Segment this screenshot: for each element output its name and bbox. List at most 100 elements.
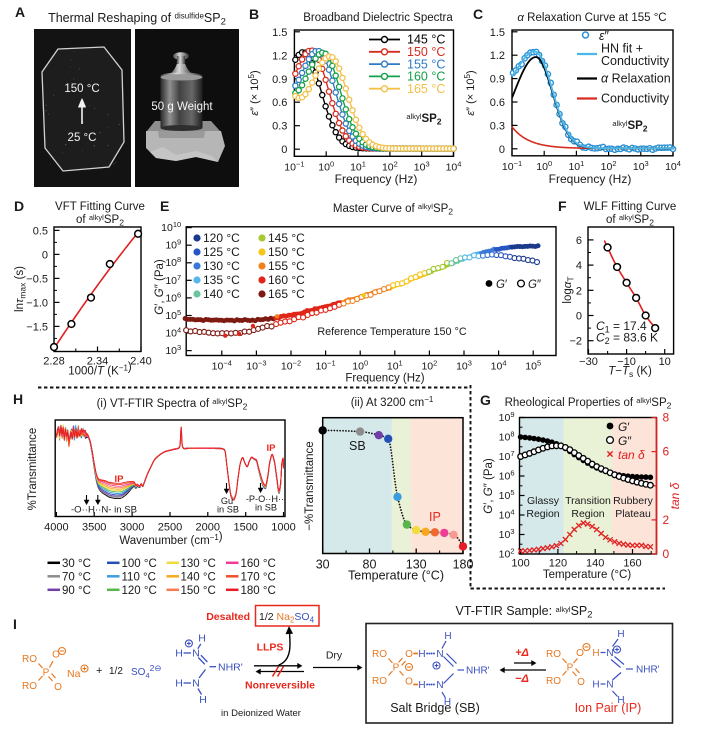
svg-text:140 °C: 140 °C [181,572,216,584]
svg-text:Nonreversible: Nonreversible [245,680,315,692]
svg-text:H: H [418,649,425,660]
svg-text:−Δ: −Δ [515,673,529,685]
svg-text:0: 0 [281,144,287,156]
svg-text:155 °C: 155 °C [268,259,305,273]
svg-text:135 °C: 135 °C [203,273,240,287]
svg-text:125 °C: 125 °C [203,245,240,259]
svg-text:50 g Weight: 50 g Weight [151,101,213,113]
svg-text:lnτmax (s): lnτmax (s) [14,266,28,312]
svg-text:10: 10 [659,356,671,368]
svg-text:IP: IP [429,510,441,524]
svg-text:+: + [96,665,102,677]
svg-text:30: 30 [316,558,330,572]
svg-text:in Deionized Water: in Deionized Water [221,708,301,719]
svg-text:Conductivity: Conductivity [601,54,670,68]
svg-text:−30: −30 [579,356,598,368]
svg-text:RO: RO [546,649,561,660]
svg-text:2: 2 [663,513,670,527]
svg-text:O: O [576,648,584,659]
svg-text:4000: 4000 [44,522,68,534]
svg-text:Ion Pair (IP): Ion Pair (IP) [575,701,642,715]
svg-text:+Δ: +Δ [515,647,529,659]
svg-text:N: N [436,680,443,691]
svg-text:100: 100 [511,558,529,570]
svg-text:-P-O··H··: -P-O··H·· [246,494,284,504]
svg-text:D: D [14,198,24,214]
svg-text:2.40: 2.40 [130,356,151,368]
svg-text:Dry: Dry [326,650,343,662]
svg-text:NHR': NHR' [636,665,660,676]
svg-text:P: P [393,663,400,674]
svg-text:0.3: 0.3 [272,121,287,133]
svg-text:160: 160 [623,558,641,570]
svg-text:-O··H··N- in SB: -O··H··N- in SB [71,505,137,516]
svg-text:0: 0 [499,144,505,156]
svg-text:(i) VT-FTIR Spectra of alkylSP: (i) VT-FTIR Spectra of alkylSP2 [97,397,248,412]
svg-text:I: I [13,616,17,632]
svg-text:C2 = 83.6 K: C2 = 83.6 K [596,331,658,347]
svg-text:−10: −10 [617,356,636,368]
svg-text:90 °C: 90 °C [62,585,91,597]
svg-text:−0.5: −0.5 [26,273,48,285]
svg-text:0.6: 0.6 [490,97,505,109]
svg-text:25 °C: 25 °C [68,132,97,144]
svg-text:1/2 Na2SO4: 1/2 Na2SO4 [259,611,315,625]
svg-text:1000: 1000 [271,522,295,534]
svg-text:G′, G″ (Pa): G′, G″ (Pa) [483,458,495,514]
svg-text:Transition: Transition [565,495,611,507]
svg-text:ε″ (× 105): ε″ (× 105) [247,70,261,115]
svg-text:130: 130 [406,558,427,572]
svg-text:Salt Bridge (SB): Salt Bridge (SB) [390,701,480,715]
svg-text:70 °C: 70 °C [62,572,91,584]
svg-text:O: O [405,649,413,660]
svg-text:NHR': NHR' [218,662,243,674]
svg-text:140 °C: 140 °C [203,287,240,301]
svg-text:120: 120 [549,558,567,570]
svg-text:HN fit +: HN fit + [601,42,643,56]
svg-text:Reference Temperature 150 °C: Reference Temperature 150 °C [317,326,467,338]
svg-text:170 °C: 170 °C [241,572,276,584]
svg-text:H: H [199,694,207,706]
svg-text:130 °C: 130 °C [203,259,240,273]
svg-text:SB: SB [349,439,366,453]
svg-text:Region: Region [526,508,559,520]
svg-text:1500: 1500 [233,522,257,534]
svg-text:N: N [192,648,200,660]
svg-text:100 °C: 100 °C [122,558,157,570]
svg-text:H: H [617,629,624,640]
svg-text:Rheological Properties of alky: Rheological Properties of alkylSP2 [505,396,672,411]
svg-text:1.5: 1.5 [490,27,505,39]
svg-text:0.9: 0.9 [490,74,505,86]
svg-text:G′, G″ (Pa): G′, G″ (Pa) [154,259,166,315]
svg-text:160 °C: 160 °C [241,558,276,570]
svg-text:80: 80 [363,558,377,572]
svg-text:165 °C: 165 °C [268,287,305,301]
svg-text:1000/T (K−1): 1000/T (K−1) [68,362,132,378]
svg-text:0: 0 [576,311,582,323]
svg-text:in SB: in SB [217,505,239,515]
svg-text:O: O [577,677,585,688]
svg-text:Conductivity: Conductivity [601,92,670,106]
svg-text:1/2: 1/2 [109,666,123,677]
svg-text:3500: 3500 [82,522,106,534]
svg-text:Plateau: Plateau [615,508,651,520]
svg-text:O: O [52,650,60,661]
svg-text:in SB: in SB [255,503,277,513]
svg-text:O: O [54,682,62,693]
svg-text:165 °C: 165 °C [407,82,445,96]
svg-text:G′: G′ [618,420,630,434]
svg-text:0: 0 [42,249,48,261]
svg-text:RO: RO [546,676,561,687]
svg-text:2500: 2500 [158,522,182,534]
svg-text:RO: RO [22,681,37,692]
svg-text:alkylSP2: alkylSP2 [406,112,441,127]
svg-text:%Transmittance: %Transmittance [27,428,39,511]
svg-text:0.6: 0.6 [272,97,287,109]
svg-text:N: N [192,678,200,690]
svg-text:150 °C: 150 °C [64,83,99,95]
svg-text:P: P [43,668,50,679]
svg-text:NHR': NHR' [466,666,490,677]
svg-text:2000: 2000 [196,522,220,534]
svg-text:IP: IP [115,474,125,485]
svg-text:A: A [15,4,25,20]
